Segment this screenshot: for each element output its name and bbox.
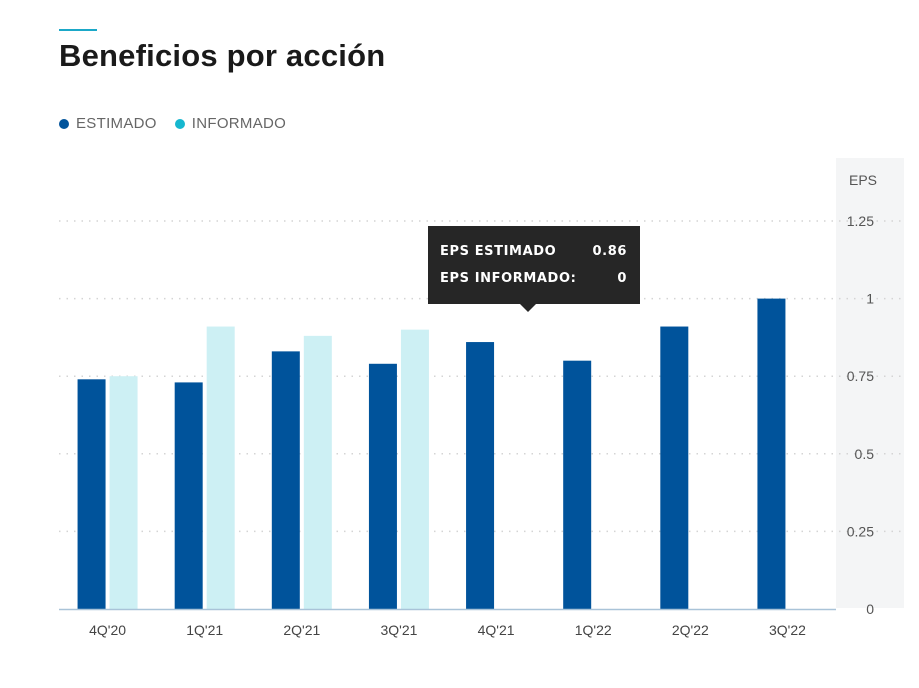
- tooltip-label-estimado: EPS ESTIMADO: [440, 244, 557, 259]
- legend-item-informado[interactable]: INFORMADO: [174, 115, 287, 132]
- tooltip-label-informado: EPS INFORMADO:: [440, 271, 577, 286]
- bar-estimado: [660, 326, 689, 609]
- legend-dot-informado: [174, 118, 185, 129]
- legend-label-estimado: ESTIMADO: [76, 115, 157, 132]
- legend-label-informado: INFORMADO: [191, 115, 287, 132]
- bar-informado: [400, 329, 429, 609]
- y-tick-label: 0.75: [847, 368, 874, 384]
- y-tick-label: 1: [866, 291, 874, 307]
- legend: ESTIMADO INFORMADO: [59, 115, 286, 132]
- bar-informado: [109, 376, 138, 609]
- y-axis-title: EPS: [849, 172, 877, 188]
- x-tick-label: 1Q'21: [186, 622, 223, 638]
- tooltip-row-estimado: EPS ESTIMADO 0.86: [440, 244, 627, 271]
- y-tick-label: 0: [866, 601, 874, 617]
- bar-estimado: [466, 342, 495, 609]
- x-tick-label: 2Q'21: [283, 622, 320, 638]
- chart-tooltip: EPS ESTIMADO 0.86 EPS INFORMADO: 0: [428, 226, 640, 312]
- tooltip-row-informado: EPS INFORMADO: 0: [440, 271, 627, 298]
- title-accent-line: [59, 29, 97, 31]
- legend-item-estimado[interactable]: ESTIMADO: [59, 115, 157, 132]
- x-tick-label: 4Q'20: [89, 622, 126, 638]
- tooltip-value-informado: 0: [617, 271, 627, 286]
- x-tick-label: 3Q'21: [380, 622, 417, 638]
- x-tick-label: 4Q'21: [478, 622, 515, 638]
- bar-estimado: [757, 298, 786, 609]
- bar-informado: [303, 335, 332, 609]
- x-tick-label: 3Q'22: [769, 622, 806, 638]
- bar-informado: [206, 326, 235, 609]
- legend-dot-estimado: [59, 118, 69, 129]
- bar-estimado: [368, 363, 397, 609]
- x-tick-label: 2Q'22: [672, 622, 709, 638]
- y-axis-panel: [836, 158, 904, 608]
- y-tick-label: 1.25: [847, 213, 874, 229]
- bar-estimado: [77, 379, 106, 609]
- bar-estimado: [271, 351, 300, 609]
- tooltip-value-estimado: 0.86: [592, 244, 627, 259]
- bar-estimado: [563, 360, 592, 609]
- bar-estimado: [174, 382, 203, 609]
- x-tick-label: 1Q'22: [575, 622, 612, 638]
- page-title: Beneficios por acción: [59, 38, 386, 73]
- y-tick-label: 0.5: [855, 446, 875, 462]
- y-tick-label: 0.25: [847, 523, 874, 539]
